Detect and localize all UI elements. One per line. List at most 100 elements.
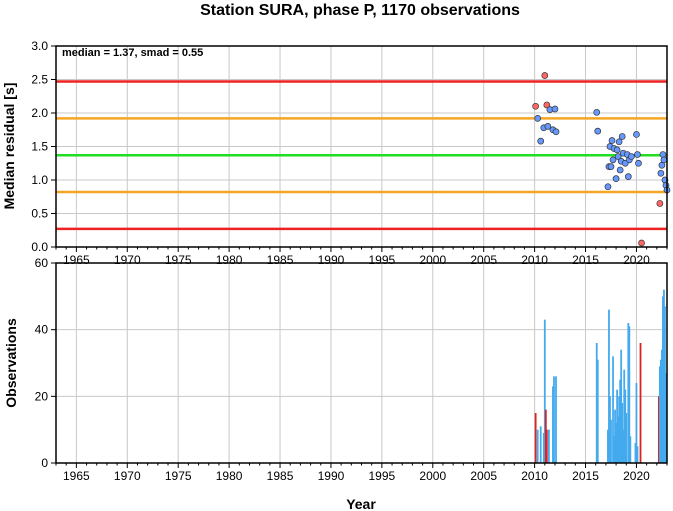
observation-bar	[614, 409, 616, 463]
residual-point	[635, 159, 642, 167]
residual-point	[612, 175, 620, 183]
residual-point	[544, 123, 552, 130]
residual-point	[604, 183, 612, 191]
observation-bar	[657, 396, 660, 463]
observations-x-tick-label: 2010	[521, 469, 548, 483]
residual-point	[552, 128, 560, 136]
observations-y-tick-label: 40	[35, 323, 49, 337]
observations-y-ticks: 0 20 40 60	[35, 256, 56, 470]
observations-plot-frame	[55, 262, 668, 464]
residual-point	[532, 102, 539, 110]
residual-point	[608, 137, 616, 144]
observation-bar	[544, 409, 547, 463]
observations-x-ticks: 1965 1970 1975 1980 1985 1990 1995 2000 2005 2010…	[55, 463, 668, 483]
observations-x-tick-label: 2000	[419, 469, 446, 483]
observation-bar	[619, 379, 622, 463]
observation-bar	[615, 423, 617, 463]
observation-bar	[663, 289, 665, 463]
observation-bar	[659, 359, 662, 463]
observations-y-tick-label: 60	[35, 256, 49, 270]
residual-point	[609, 156, 617, 164]
observation-bar	[534, 413, 537, 463]
observations-x-tick-label: 2005	[470, 469, 497, 483]
observation-bar	[617, 416, 620, 463]
observation-bar	[612, 356, 614, 463]
observation-bar	[662, 296, 664, 463]
observation-bar	[618, 396, 621, 463]
residual-point	[618, 133, 626, 140]
observation-bar	[595, 343, 598, 463]
observations-x-tick-label: 1985	[267, 469, 294, 483]
observation-bar	[635, 383, 638, 463]
observation-bar	[623, 369, 626, 463]
residual-y-tick-label: 0.0	[31, 240, 48, 254]
observation-bar	[621, 403, 624, 463]
observation-bar	[596, 359, 599, 463]
residual-point	[593, 108, 601, 116]
observation-bar	[608, 309, 610, 463]
residual-point	[616, 166, 624, 174]
observation-bar	[547, 429, 550, 463]
observation-bar	[628, 326, 631, 463]
residual-point	[628, 153, 635, 160]
observations-x-tick-label: 1980	[216, 469, 243, 483]
observation-bar	[658, 366, 661, 463]
observation-bar	[553, 376, 555, 463]
residual-point	[634, 151, 641, 158]
observation-bar	[609, 396, 611, 463]
observation-bar	[607, 429, 609, 463]
residual-y-tick-label: 2.0	[31, 106, 48, 120]
residual-point	[633, 131, 640, 138]
observation-bar	[616, 389, 619, 463]
observations-x-tick-label: 1995	[369, 469, 396, 483]
residual-point	[638, 239, 645, 247]
residual-point	[660, 156, 668, 164]
observation-bar	[634, 443, 637, 463]
residual-panel: 0.0 0.5 1.0 1.5 2.0 2.5 3.0 1965 1970 1975 1980 19…	[1, 39, 671, 267]
residual-point	[656, 200, 664, 207]
observations-y-axis-label: Observations	[3, 318, 19, 408]
residual-y-tick-label: 1.0	[31, 173, 48, 187]
residual-point	[613, 146, 621, 154]
residual-y-tick-label: 2.5	[31, 73, 48, 87]
residual-y-tick-label: 1.5	[31, 140, 48, 154]
observation-bar	[664, 306, 666, 463]
observation-bar	[661, 349, 663, 463]
observations-y-tick-label: 20	[35, 389, 49, 403]
residual-point	[541, 72, 549, 79]
observation-bar	[624, 389, 627, 463]
residual-y-tick-label: 3.0	[31, 39, 48, 53]
residual-point	[614, 153, 622, 160]
residual-point	[624, 173, 632, 180]
observation-bar	[639, 343, 642, 463]
observations-x-tick-label: 1970	[114, 469, 141, 483]
residual-y-axis-label: Median residual [s]	[1, 83, 17, 210]
residual-points	[532, 72, 671, 247]
observation-bar	[542, 433, 545, 463]
observation-bar	[543, 319, 546, 463]
residual-point	[659, 151, 667, 158]
observation-bar	[613, 436, 615, 463]
observation-bar	[536, 429, 539, 463]
residual-point	[594, 127, 602, 135]
observation-bar	[610, 419, 612, 463]
observation-bar	[620, 349, 623, 463]
residual-y-tick-label: 0.5	[31, 207, 48, 221]
stats-annotation: median = 1.37, smad = 0.55	[62, 47, 203, 59]
observation-bars	[534, 289, 667, 463]
observations-x-tick-label: 2015	[572, 469, 599, 483]
observation-bar	[629, 436, 632, 463]
observation-bar	[539, 426, 542, 463]
observation-bar	[622, 429, 625, 463]
residual-point	[537, 137, 545, 145]
residual-point	[607, 163, 615, 170]
observations-x-tick-label: 1975	[165, 469, 192, 483]
observations-grid	[56, 262, 667, 464]
observation-bar	[665, 373, 667, 463]
observations-x-tick-label: 1965	[63, 469, 90, 483]
residual-point	[534, 115, 542, 122]
residual-point	[615, 138, 623, 146]
residual-point	[551, 105, 559, 113]
observation-bar	[636, 446, 639, 463]
